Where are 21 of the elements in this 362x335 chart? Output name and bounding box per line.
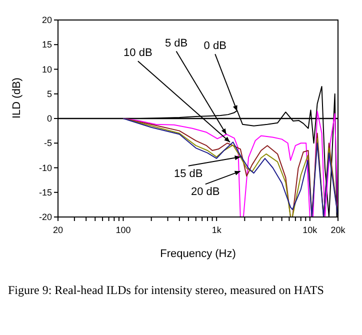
y-tick-label: 5	[46, 88, 52, 99]
y-axis-title: ILD (dB)	[10, 78, 23, 118]
y-tick-label: 15	[42, 40, 52, 50]
y-tick-label: -5	[44, 138, 52, 148]
y-tick-label: -20	[38, 212, 52, 222]
y-tick-label: -10	[38, 162, 52, 173]
annotation: 15 dB	[174, 168, 203, 180]
annotation: 0 dB	[204, 40, 226, 52]
y-tick-label: 0	[46, 114, 52, 124]
annotation: 5 dB	[164, 37, 188, 50]
caption: Figure 9: Real-head ILDs for intensity stereo, measured on HATS	[8, 283, 325, 298]
annotation: 20 dB	[191, 186, 220, 198]
y-tick-label: 10	[42, 64, 52, 74]
x-tick-label: 10k	[302, 225, 318, 235]
x-tick-label: 20k	[330, 225, 346, 235]
y-tick-label: -15	[38, 187, 52, 198]
x-axis-title: Frequency (Hz)	[160, 248, 236, 260]
annotation: 10 dB	[124, 47, 152, 60]
x-tick-label: 1k	[212, 225, 222, 235]
x-tick-label: 100	[116, 225, 131, 235]
y-tick-label: 20	[42, 15, 52, 25]
